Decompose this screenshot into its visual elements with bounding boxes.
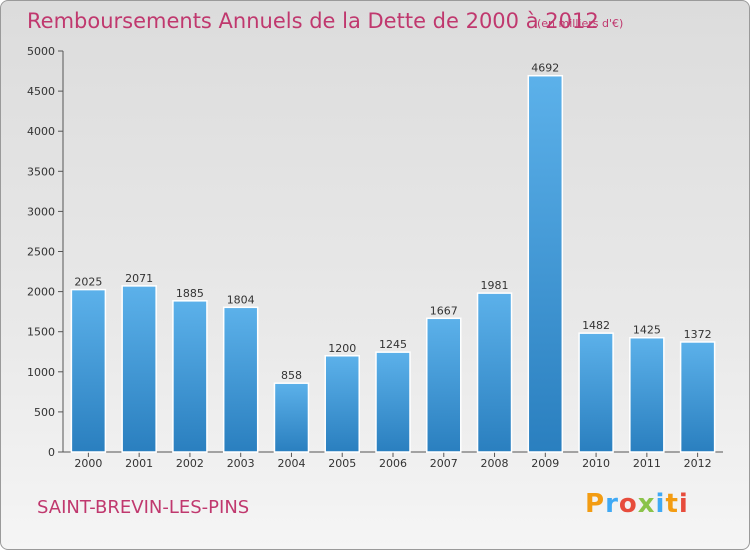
- y-tick-label: 0: [48, 446, 55, 459]
- y-tick-label: 2500: [27, 246, 55, 259]
- bar: [527, 74, 564, 453]
- data-label: 1200: [328, 342, 356, 355]
- bar: [426, 317, 462, 453]
- x-tick-label: 2003: [227, 457, 255, 470]
- logo-letter: i: [655, 489, 666, 519]
- logo-letter: x: [637, 489, 656, 519]
- x-tick-label: 2005: [328, 457, 356, 470]
- x-tick-label: 2009: [531, 457, 559, 470]
- bar: [679, 341, 716, 453]
- data-label: 4692: [531, 62, 559, 75]
- logo-letter: i: [678, 489, 689, 519]
- data-label: 1981: [481, 279, 509, 292]
- data-label: 858: [281, 369, 302, 382]
- y-tick-label: 4500: [27, 85, 55, 98]
- y-tick-label: 1000: [27, 366, 55, 379]
- x-tick-label: 2000: [74, 457, 102, 470]
- data-label: 1885: [176, 287, 204, 300]
- y-tick-label: 4000: [27, 125, 55, 138]
- bar: [629, 336, 665, 453]
- chart-title: Remboursements Annuels de la Dette de 20…: [27, 9, 599, 33]
- bar: [222, 306, 259, 453]
- y-tick-label: 2000: [27, 286, 55, 299]
- x-tick-label: 2004: [277, 457, 305, 470]
- y-tick-label: 5000: [27, 45, 55, 58]
- x-tick-label: 2001: [125, 457, 153, 470]
- x-tick-label: 2002: [176, 457, 204, 470]
- data-label: 1667: [430, 304, 458, 317]
- data-label: 1804: [227, 293, 255, 306]
- logo-letter: o: [618, 489, 638, 519]
- x-tick-label: 2006: [379, 457, 407, 470]
- bar: [70, 288, 107, 453]
- x-tick-label: 2011: [633, 457, 661, 470]
- city-name: SAINT-BREVIN-LES-PINS: [37, 497, 250, 518]
- data-label: 2071: [125, 272, 153, 285]
- bar: [121, 285, 157, 453]
- data-label: 1372: [684, 328, 712, 341]
- bar: [375, 351, 411, 453]
- bar: [578, 332, 614, 453]
- x-tick-label: 2010: [582, 457, 610, 470]
- y-tick-label: 3500: [27, 165, 55, 178]
- logo-letter: t: [665, 489, 679, 519]
- data-label: 1425: [633, 324, 661, 337]
- bar: [172, 300, 208, 453]
- bar: [476, 292, 513, 453]
- bar: [273, 382, 310, 453]
- x-tick-label: 2012: [684, 457, 712, 470]
- y-tick-label: 500: [34, 406, 55, 419]
- x-tick-label: 2007: [430, 457, 458, 470]
- data-label: 2025: [74, 276, 102, 289]
- proxiti-logo[interactable]: Proxiti: [585, 489, 689, 519]
- bar: [324, 355, 360, 453]
- data-label: 1482: [582, 319, 610, 332]
- data-label: 1245: [379, 338, 407, 351]
- y-tick-label: 3000: [27, 205, 55, 218]
- x-tick-label: 2008: [481, 457, 509, 470]
- logo-letter: P: [585, 489, 606, 519]
- chart-subtitle: (en milliers d'€): [537, 17, 624, 30]
- logo-letter: r: [605, 489, 619, 519]
- y-tick-label: 1500: [27, 326, 55, 339]
